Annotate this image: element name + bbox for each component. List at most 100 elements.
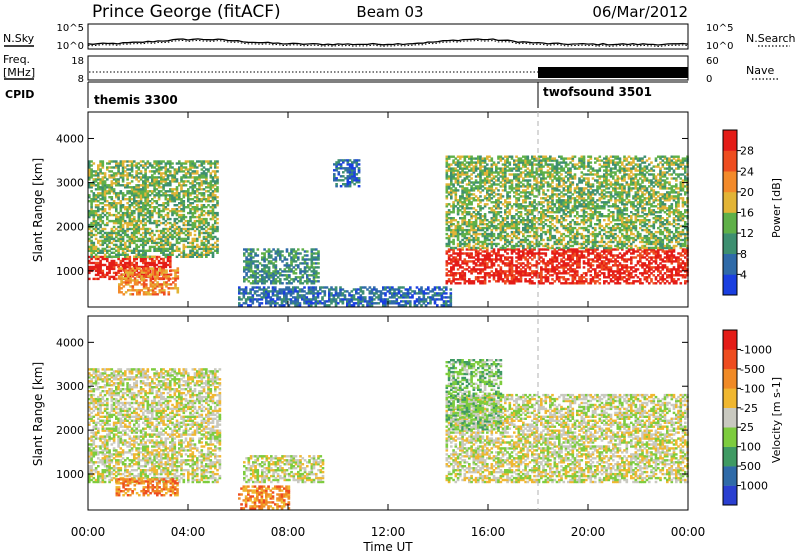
echo-cell [209,206,213,209]
echo-cell [454,219,458,222]
echo-cell [296,300,300,303]
echo-cell [677,272,680,275]
echo-cell [115,219,118,223]
echo-cell [166,202,170,205]
echo-cell [148,162,152,165]
echo-cell [350,296,354,299]
echo-cell [639,248,642,251]
echo-cell [522,270,525,273]
echo-cell [276,302,279,305]
echo-cell [130,239,134,243]
echo-cell [612,274,615,277]
echo-cell [474,175,478,178]
echo-cell [196,219,199,223]
echo-cell [160,178,163,181]
echo-cell [280,298,284,301]
echo-cell [137,219,141,223]
echo-cell [200,194,204,197]
echo-cell [422,290,426,293]
echo-cell [128,206,132,209]
echo-cell [153,200,156,203]
echo-cell [567,272,570,275]
echo-cell [461,226,464,230]
echo-cell [316,290,320,293]
echo-cell [301,258,305,261]
echo-cell [312,252,316,255]
echo-cell [632,282,635,285]
echo-cell [108,176,111,179]
echo-cell [294,256,298,259]
echo-cell [103,247,107,251]
echo-cell [133,219,136,223]
echo-cell [99,249,102,252]
echo-cell [216,166,219,169]
echo-cell [630,252,633,255]
echo-cell [306,254,309,257]
echo-cell [130,219,134,223]
echo-cell [461,213,464,216]
echo-cell [607,250,611,253]
echo-cell [171,249,174,252]
echo-cell [274,266,278,269]
echo-cell [112,188,116,191]
echo-cell [108,219,111,223]
echo-cell [672,280,676,283]
echo-cell [459,272,462,275]
echo-cell [130,237,134,241]
echo-cell [182,180,186,183]
echo-cell [137,200,141,203]
echo-cell [641,272,644,275]
echo-cell [146,255,150,258]
echo-cell [202,176,206,179]
echo-cell [535,276,539,279]
echo-cell [285,274,289,277]
echo-cell [359,294,363,297]
cpid-segment-label: twofsound 3501 [543,85,652,99]
echo-cell [164,237,168,241]
echo-cell [146,231,150,235]
echo-cell [148,217,152,221]
echo-cell [200,184,204,187]
echo-cell [189,245,192,249]
echo-cell [452,280,455,283]
echo-cell [135,192,138,195]
echo-cell [144,261,147,265]
echo-cell [578,258,581,261]
echo-cell [283,278,287,281]
echo-cell [174,271,177,274]
echo-cell [481,262,485,265]
echo-cell [119,241,123,245]
power-echo-layer [88,155,689,307]
echo-cell [289,294,293,297]
echo-cell [182,255,186,258]
echo-cell [603,276,606,279]
echo-cell [189,174,192,177]
echo-cell [90,265,93,269]
echo-cell [339,167,343,170]
echo-cell [445,304,448,307]
echo-cell [641,254,644,257]
echo-cell [472,187,476,190]
echo-cell [406,296,410,299]
echo-cell [315,270,318,273]
echo-cell [285,286,288,289]
echo-cell [103,213,107,217]
echo-cell [510,272,514,275]
echo-cell [333,175,336,178]
echo-cell [121,206,125,209]
echo-cell [400,294,403,297]
echo-cell [413,292,417,295]
echo-cell [292,248,296,251]
echo-cell [157,255,161,259]
echo-cell [465,183,469,186]
echo-cell [321,296,324,299]
echo-cell [119,233,123,237]
echo-cell [589,248,593,251]
echo-cell [121,192,125,195]
echo-cell [587,282,590,285]
echo-cell [121,235,125,239]
echo-cell [477,268,480,271]
echo-cell [305,296,309,299]
echo-cell [127,279,130,282]
echo-cell [672,278,676,281]
